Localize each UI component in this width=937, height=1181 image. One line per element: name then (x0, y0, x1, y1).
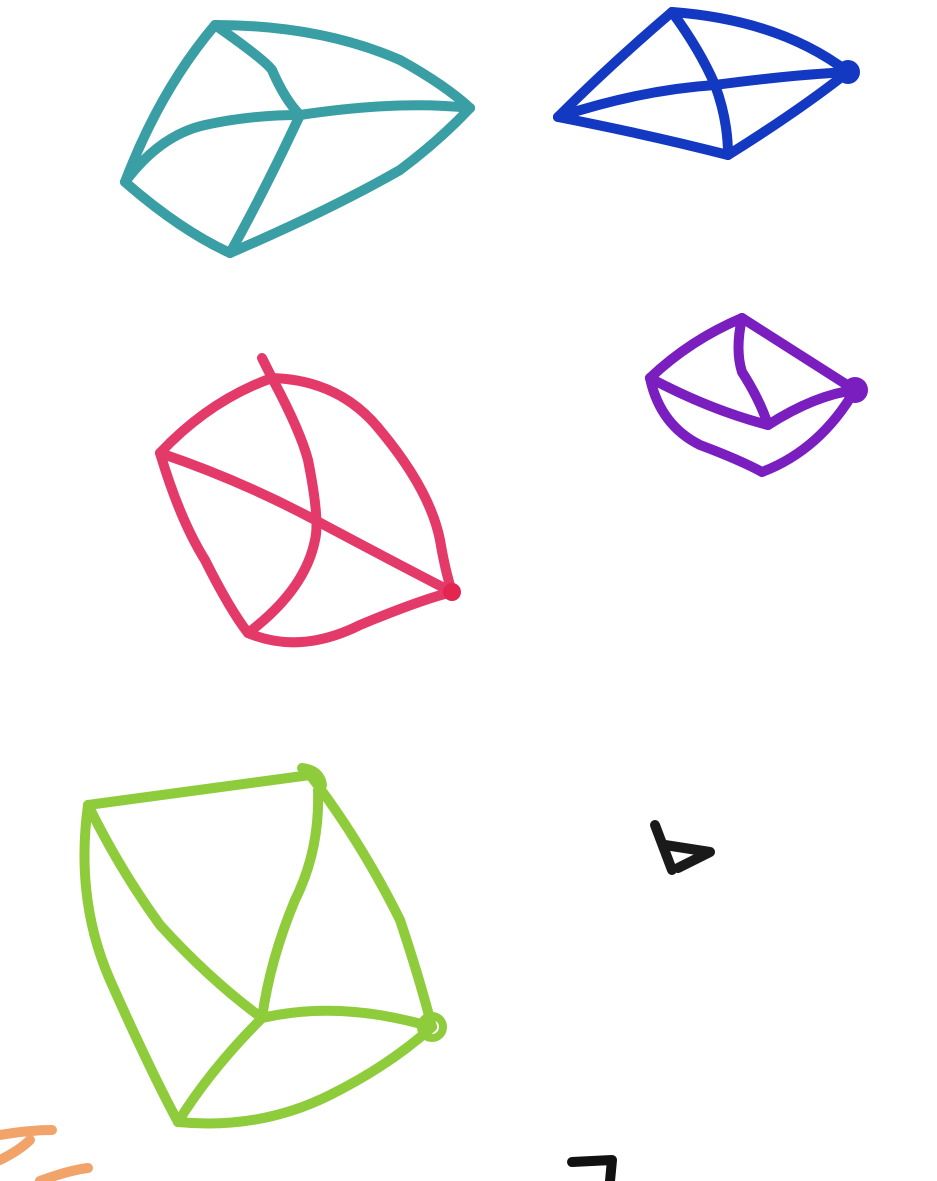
edge (225, 110, 305, 258)
edge (723, 67, 853, 160)
edge (295, 100, 475, 120)
blue-shape (553, 7, 860, 160)
edge (210, 20, 305, 120)
edge (733, 313, 773, 430)
edge (120, 20, 220, 187)
edge (83, 800, 267, 1023)
dot (836, 60, 860, 84)
edge (645, 313, 747, 383)
edge (645, 373, 773, 430)
purple-shape (645, 313, 868, 477)
edge (257, 785, 324, 1023)
edge (553, 67, 853, 122)
edge (267, 373, 457, 597)
edge (553, 112, 733, 160)
edge (173, 1013, 267, 1127)
dot (842, 377, 868, 403)
pink-shape (155, 353, 461, 648)
dot (443, 583, 461, 601)
edge (737, 313, 860, 395)
mark (567, 1155, 617, 1181)
edge (243, 373, 322, 638)
yellow-blob (650, 820, 715, 875)
edge (155, 373, 277, 458)
green-shape (79, 763, 447, 1129)
edge (305, 770, 437, 1032)
edge (79, 800, 183, 1127)
dark-green-blob (567, 1155, 617, 1181)
edge (173, 1022, 437, 1129)
edge (757, 385, 860, 477)
edge (83, 770, 315, 810)
edge (553, 7, 677, 122)
edge (120, 110, 305, 187)
edge (225, 103, 475, 258)
edge (210, 20, 475, 113)
mark (650, 820, 715, 875)
teal-shape (120, 20, 475, 258)
edge (0, 1125, 57, 1140)
edge (155, 448, 253, 638)
edge (35, 1163, 93, 1181)
edge (0, 1135, 35, 1165)
edge (645, 373, 767, 477)
orange-shape (0, 1125, 93, 1181)
edge (243, 587, 457, 648)
dot (417, 1012, 447, 1042)
edge (120, 177, 235, 258)
edge (257, 1005, 437, 1032)
edge (667, 7, 853, 77)
